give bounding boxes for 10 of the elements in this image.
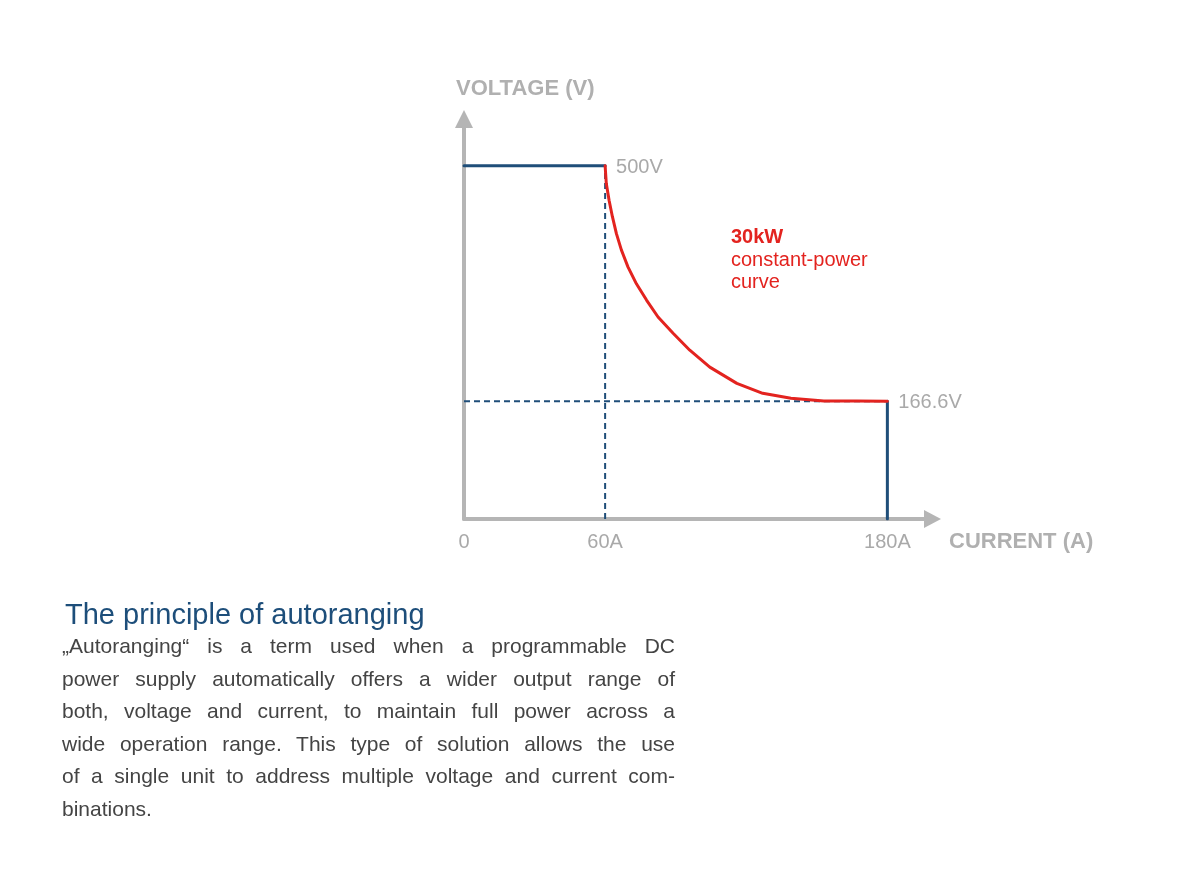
- y-axis-title: VOLTAGE (V): [456, 74, 595, 100]
- x-tick-label: 180A: [864, 530, 912, 552]
- text: The principle of autoranging: [65, 597, 425, 630]
- x-axis-title: CURRENT (A): [949, 527, 1094, 553]
- text: „Autoranging“ is a term used when a programmable DC power supply automatically offers a wider output range of both, voltage and current, to maintain full power across a wide operation range. This type of solution allows the use of a single unit to address multiple voltage and current com- binations.: [62, 633, 675, 822]
- x-tick-label: 0: [458, 530, 470, 552]
- text: 30kW constant-power curve: [731, 225, 869, 292]
- data-label: 500V: [616, 154, 664, 177]
- x-tick-label: 60A: [587, 530, 624, 552]
- data-label: 166.6V: [898, 390, 963, 413]
